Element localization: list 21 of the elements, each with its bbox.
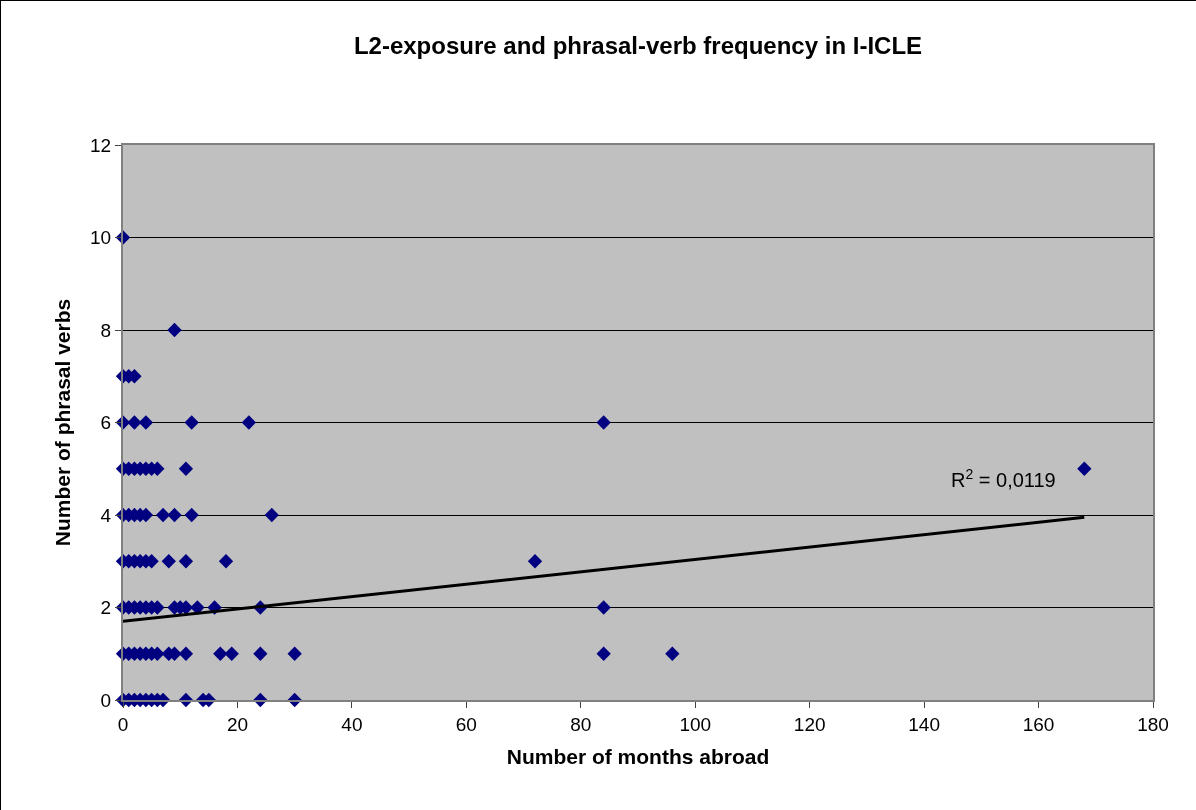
annotation: R$^{2}$ = 0,0119 (951, 466, 1056, 492)
y-tick-label: 8 (100, 319, 112, 341)
x-axis-title: Number of months abroad (506, 745, 770, 769)
x-tick-label: 80 (570, 713, 592, 735)
x-tick-label: 20 (226, 713, 249, 735)
x-tick-label: 180 (1137, 713, 1169, 735)
x-tick-label: 160 (1022, 713, 1055, 735)
chart-title: L2-exposure and phrasal-verb frequency in I-ICLE (353, 32, 923, 60)
y-tick-label: 10 (90, 227, 112, 249)
x-tick-label: 140 (908, 713, 940, 735)
y-axis-title: Number of phrasal verbs (50, 298, 74, 547)
x-tick-label: 40 (341, 713, 363, 735)
y-tick-label: 6 (100, 412, 112, 434)
y-tick-label: 2 (100, 597, 112, 619)
y-tick-label: 4 (100, 504, 112, 526)
x-tick-label: 0 (117, 713, 129, 735)
x-tick-label: 60 (455, 713, 477, 735)
x-tick-label: 120 (793, 713, 826, 735)
y-tick-label: 0 (100, 689, 112, 711)
x-tick-label: 100 (679, 713, 712, 735)
y-tick-label: 12 (90, 134, 112, 156)
